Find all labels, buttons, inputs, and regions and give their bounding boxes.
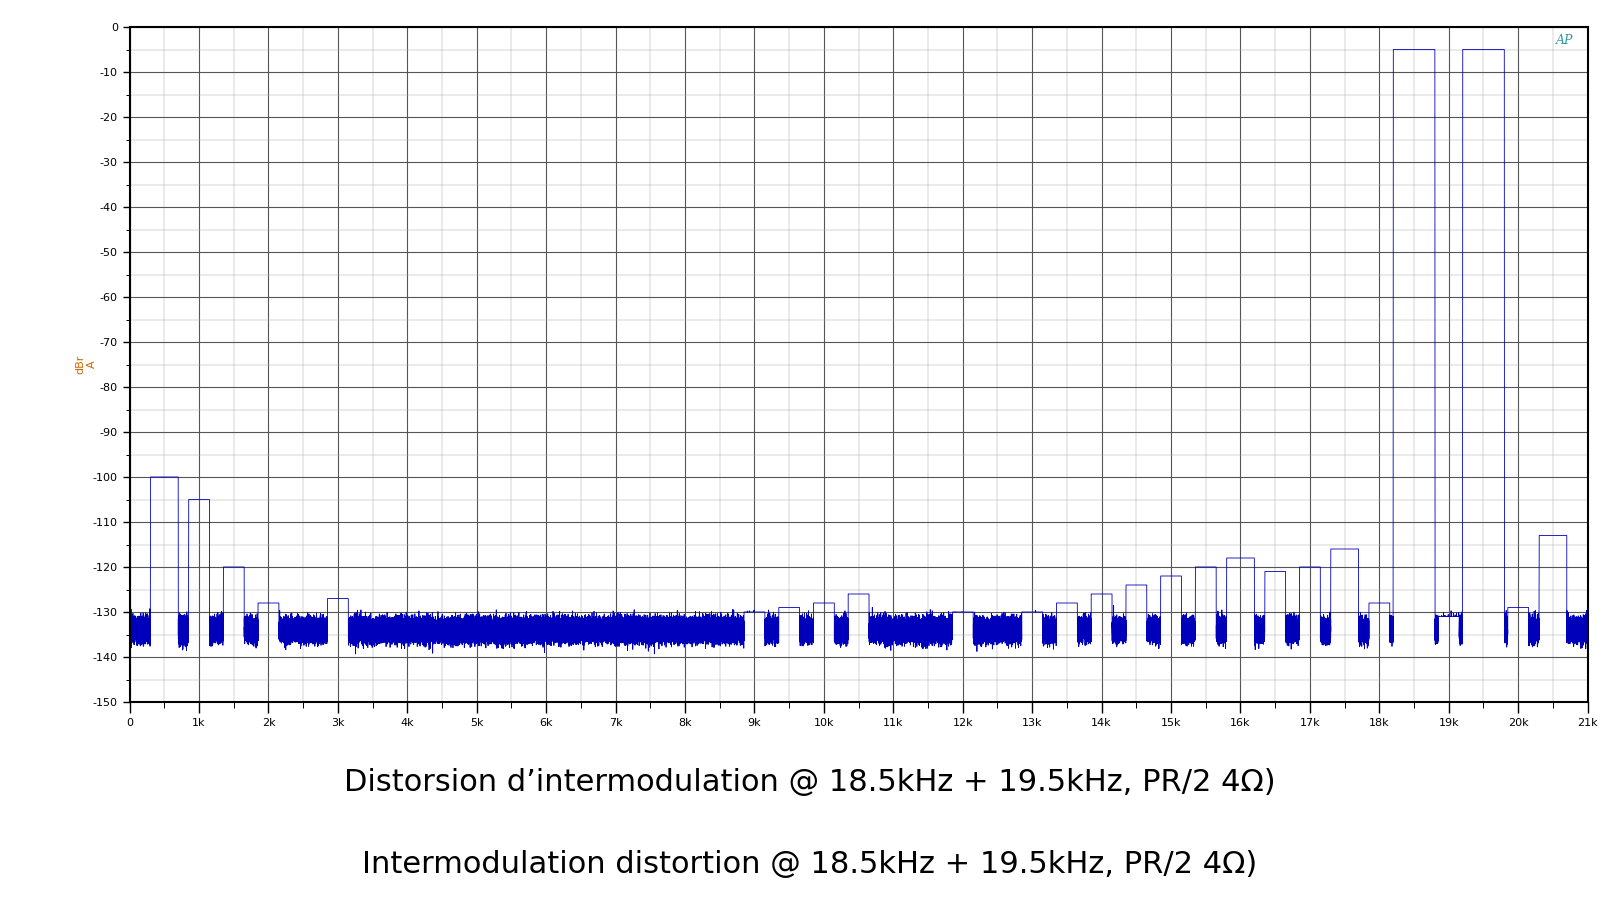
Text: AP: AP bbox=[1555, 33, 1573, 47]
Text: Intermodulation distortion @ 18.5kHz + 19.5kHz, PR/2 4Ω): Intermodulation distortion @ 18.5kHz + 1… bbox=[363, 850, 1257, 878]
Y-axis label: dBr
A: dBr A bbox=[75, 355, 97, 374]
Text: Distorsion d’intermodulation @ 18.5kHz + 19.5kHz, PR/2 4Ω): Distorsion d’intermodulation @ 18.5kHz +… bbox=[343, 769, 1277, 797]
